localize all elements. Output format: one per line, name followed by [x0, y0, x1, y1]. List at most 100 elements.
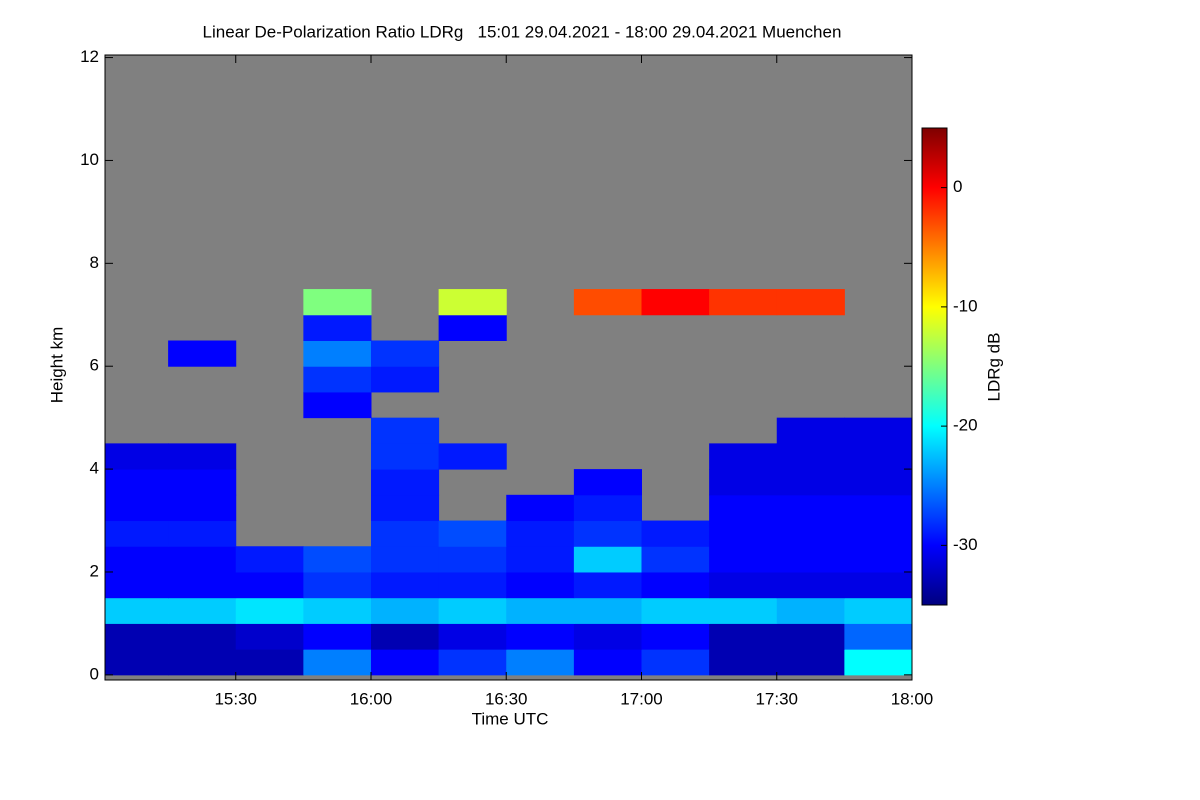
heat-cell: [105, 649, 169, 676]
heat-cell: [641, 623, 710, 650]
heat-cell: [506, 494, 575, 522]
heat-cell: [709, 520, 778, 547]
heat-cell: [506, 546, 575, 573]
heat-cell: [303, 623, 372, 650]
heat-cell: [303, 366, 372, 393]
heat-cell: [709, 649, 778, 676]
heat-cell: [573, 571, 642, 599]
heat-cell: [641, 520, 710, 547]
colorbar-tick-label: -20: [953, 416, 978, 435]
heat-cell: [438, 289, 507, 316]
heat-cell: [709, 443, 778, 470]
heat-cell: [235, 546, 304, 573]
colorbar-label: LDRg dB: [984, 333, 1003, 402]
heat-cell: [370, 469, 440, 496]
heat-cell: [438, 571, 507, 599]
heat-cell: [370, 520, 440, 547]
heat-cell: [709, 289, 778, 316]
heat-cell: [105, 443, 169, 470]
heat-cell: [438, 623, 507, 650]
x-tick-label: 17:30: [755, 689, 798, 708]
x-axis-label: Time UTC: [472, 709, 549, 728]
heat-cell: [303, 597, 372, 624]
heat-cell: [370, 546, 440, 573]
heat-cell: [573, 649, 642, 676]
y-tick-label: 10: [80, 150, 99, 169]
heat-cell: [105, 623, 169, 650]
heat-cell: [844, 469, 912, 496]
y-axis-label: Height km: [47, 327, 66, 404]
heat-cell: [573, 597, 642, 624]
heat-cell: [844, 520, 912, 547]
heat-cell: [370, 340, 440, 367]
heat-cell: [370, 571, 440, 599]
heat-cell: [303, 391, 372, 419]
heat-cell: [235, 623, 304, 650]
heat-cell: [235, 597, 304, 624]
colorbar-tick-label: -10: [953, 296, 978, 315]
heat-cell: [303, 546, 372, 573]
heat-cell: [844, 597, 912, 624]
heat-cell: [370, 597, 440, 624]
x-tick-label: 18:00: [891, 689, 934, 708]
x-tick-label: 17:00: [620, 689, 663, 708]
heat-cell: [105, 520, 169, 547]
heat-cell: [844, 494, 912, 522]
heat-cell: [303, 289, 372, 316]
heat-cell: [168, 571, 237, 599]
heat-cell: [641, 597, 710, 624]
x-tick-label: 16:00: [350, 689, 393, 708]
heat-cell: [105, 571, 169, 599]
heat-cell: [105, 546, 169, 573]
heat-cell: [303, 314, 372, 341]
y-tick-label: 6: [90, 356, 99, 375]
heat-cell: [168, 597, 237, 624]
heat-cell: [506, 520, 575, 547]
heat-cell: [573, 494, 642, 522]
y-tick-label: 12: [80, 47, 99, 66]
x-tick-label: 16:30: [485, 689, 528, 708]
heat-cell: [168, 469, 237, 496]
heat-cell: [776, 546, 845, 573]
heat-cell: [573, 623, 642, 650]
heat-cell: [168, 520, 237, 547]
colorbar: [921, 127, 948, 606]
heat-cell: [438, 520, 507, 547]
heat-cell: [168, 649, 237, 676]
heat-cell: [776, 571, 845, 599]
heat-cell: [709, 494, 778, 522]
heat-cell: [776, 649, 845, 676]
heat-cell: [506, 571, 575, 599]
heat-cell: [168, 494, 237, 522]
heat-cell: [506, 597, 575, 624]
heat-cell: [844, 649, 912, 676]
heat-cell: [776, 443, 845, 470]
heat-cell: [303, 340, 372, 367]
y-tick-label: 0: [90, 664, 99, 683]
heat-cell: [776, 469, 845, 496]
plot-frame: [104, 54, 913, 681]
heat-cell: [776, 520, 845, 547]
heat-cell: [370, 623, 440, 650]
heat-cell: [370, 443, 440, 470]
heat-cell: [776, 494, 845, 522]
heat-cell: [438, 649, 507, 676]
heat-cell: [438, 546, 507, 573]
heat-cell: [105, 597, 169, 624]
heat-cell: [844, 417, 912, 444]
heat-cell: [168, 623, 237, 650]
heat-cell: [168, 443, 237, 470]
heat-cell: [844, 623, 912, 650]
y-tick-label: 8: [90, 253, 99, 272]
heat-cell: [641, 289, 710, 316]
heat-cell: [709, 571, 778, 599]
heat-cell: [844, 546, 912, 573]
heat-cell: [641, 571, 710, 599]
heat-cell: [235, 571, 304, 599]
heat-cell: [370, 494, 440, 522]
heat-cell: [168, 340, 237, 367]
heat-cell: [641, 649, 710, 676]
heat-cell: [370, 366, 440, 393]
heat-cell: [709, 623, 778, 650]
